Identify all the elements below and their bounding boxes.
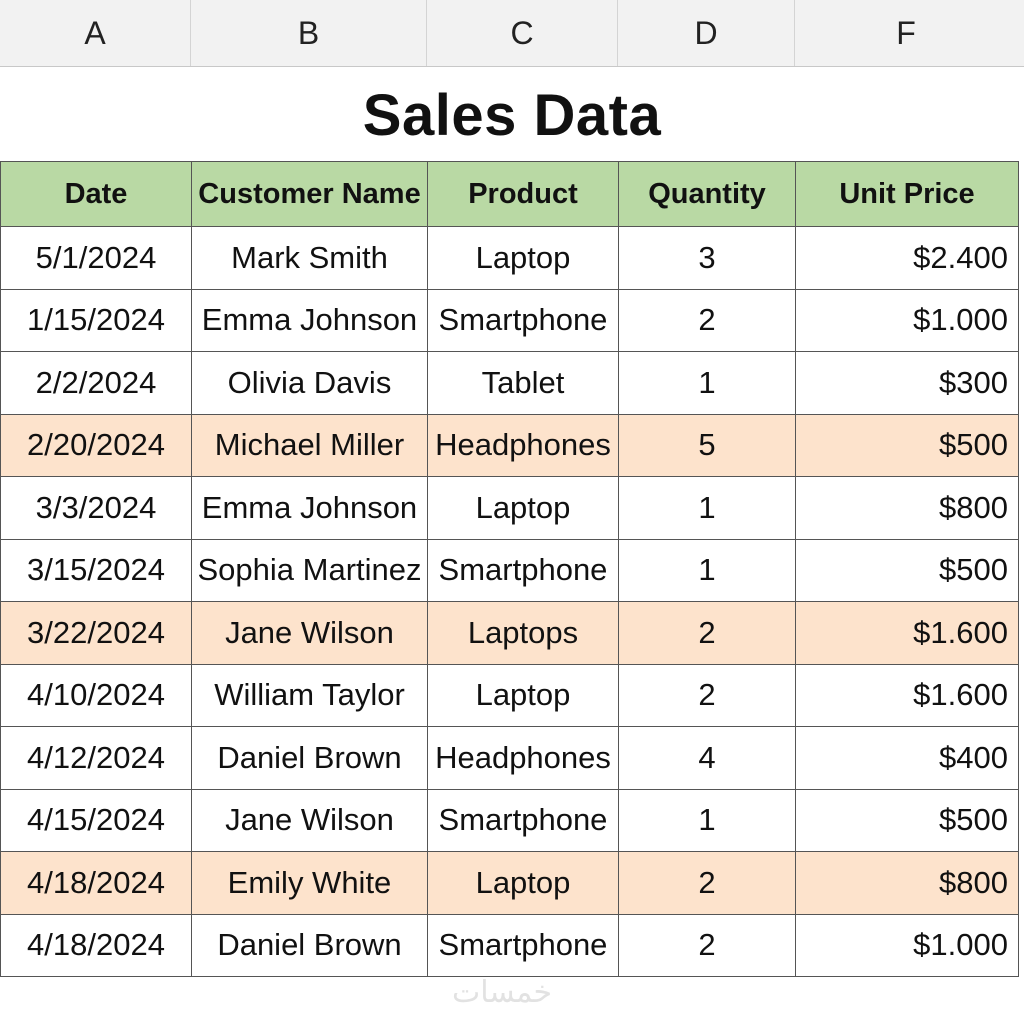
customer-name-cell[interactable]: William Taylor (191, 663, 428, 727)
sheet-title[interactable]: Sales Data (362, 82, 662, 148)
column-header-f[interactable]: F (896, 14, 916, 51)
column-header-c[interactable]: C (427, 0, 618, 66)
date-cell[interactable]: 3/3/2024 (0, 476, 192, 540)
table-row: 4/18/2024 Daniel Brown Smartphone 2 $1.000 (0, 913, 1019, 977)
date-cell[interactable]: 4/10/2024 (0, 663, 192, 727)
column-header-bar: A B C D F (0, 0, 1024, 67)
product-cell[interactable]: Smartphone (427, 538, 619, 602)
date-cell[interactable]: 5/1/2024 (0, 226, 192, 290)
header-cell-unit-price[interactable]: Unit Price (795, 161, 1019, 227)
unit-price-cell[interactable]: $300 (795, 351, 1019, 415)
quantity-cell[interactable]: 2 (618, 663, 796, 727)
quantity-cell[interactable]: 2 (618, 601, 796, 665)
date-cell[interactable]: 4/15/2024 (0, 788, 192, 852)
unit-price-cell[interactable]: $2.400 (795, 226, 1019, 290)
product-cell[interactable]: Headphones (427, 726, 619, 790)
unit-price-cell[interactable]: $1.600 (795, 601, 1019, 665)
column-header-d[interactable]: D (618, 0, 795, 66)
customer-name-cell[interactable]: Emma Johnson (191, 476, 428, 540)
quantity-cell[interactable]: 3 (618, 226, 796, 290)
unit-price-cell[interactable]: $1.000 (795, 913, 1019, 977)
quantity-cell[interactable]: 5 (618, 413, 796, 477)
header-cell-quantity[interactable]: Quantity (618, 161, 796, 227)
table-row: 1/15/2024 Emma Johnson Smartphone 2 $1.000 (0, 288, 1019, 352)
table-row: 4/18/2024 Emily White Laptop 2 $800 (0, 851, 1019, 915)
customer-name-cell[interactable]: Daniel Brown (191, 913, 428, 977)
table-body: 5/1/2024 Mark Smith Laptop 3 $2.400 1/15/2024… (0, 226, 1019, 977)
header-cell-customer-name[interactable]: Customer Name (191, 161, 428, 227)
column-header-a[interactable]: A (0, 0, 191, 66)
quantity-cell[interactable]: 2 (618, 913, 796, 977)
date-cell[interactable]: 4/18/2024 (0, 913, 192, 977)
product-cell[interactable]: Headphones (427, 413, 619, 477)
unit-price-cell[interactable]: $800 (795, 476, 1019, 540)
quantity-cell[interactable]: 1 (618, 788, 796, 852)
customer-name-cell[interactable]: Olivia Davis (191, 351, 428, 415)
table-row: 3/3/2024 Emma Johnson Laptop 1 $800 (0, 476, 1019, 540)
quantity-cell[interactable]: 1 (618, 538, 796, 602)
table-row: 3/22/2024 Jane Wilson Laptops 2 $1.600 (0, 601, 1019, 665)
product-cell[interactable]: Smartphone (427, 288, 619, 352)
quantity-cell[interactable]: 1 (618, 476, 796, 540)
table-row: 4/15/2024 Jane Wilson Smartphone 1 $500 (0, 788, 1019, 852)
product-cell[interactable]: Laptop (427, 226, 619, 290)
table-row: 2/2/2024 Olivia Davis Tablet 1 $300 (0, 351, 1019, 415)
date-cell[interactable]: 3/15/2024 (0, 538, 192, 602)
customer-name-cell[interactable]: Sophia Martinez (191, 538, 428, 602)
watermark: خمسات (452, 975, 553, 1010)
product-cell[interactable]: Laptops (427, 601, 619, 665)
product-cell[interactable]: Smartphone (427, 913, 619, 977)
unit-price-cell[interactable]: $500 (795, 538, 1019, 602)
quantity-cell[interactable]: 2 (618, 851, 796, 915)
product-cell[interactable]: Laptop (427, 476, 619, 540)
date-cell[interactable]: 4/12/2024 (0, 726, 192, 790)
customer-name-cell[interactable]: Daniel Brown (191, 726, 428, 790)
unit-price-cell[interactable]: $400 (795, 726, 1019, 790)
quantity-cell[interactable]: 2 (618, 288, 796, 352)
unit-price-cell[interactable]: $500 (795, 788, 1019, 852)
product-cell[interactable]: Tablet (427, 351, 619, 415)
customer-name-cell[interactable]: Mark Smith (191, 226, 428, 290)
customer-name-cell[interactable]: Jane Wilson (191, 788, 428, 852)
column-header-b[interactable]: B (191, 0, 427, 66)
product-cell[interactable]: Smartphone (427, 788, 619, 852)
product-cell[interactable]: Laptop (427, 851, 619, 915)
table-row: 5/1/2024 Mark Smith Laptop 3 $2.400 (0, 226, 1019, 290)
header-cell-date[interactable]: Date (0, 161, 192, 227)
table-row: 2/20/2024 Michael Miller Headphones 5 $500 (0, 413, 1019, 477)
date-cell[interactable]: 4/18/2024 (0, 851, 192, 915)
unit-price-cell[interactable]: $1.600 (795, 663, 1019, 727)
table-row: 4/10/2024 William Taylor Laptop 2 $1.600 (0, 663, 1019, 727)
quantity-cell[interactable]: 1 (618, 351, 796, 415)
product-cell[interactable]: Laptop (427, 663, 619, 727)
date-cell[interactable]: 2/20/2024 (0, 413, 192, 477)
unit-price-cell[interactable]: $500 (795, 413, 1019, 477)
customer-name-cell[interactable]: Jane Wilson (191, 601, 428, 665)
date-cell[interactable]: 2/2/2024 (0, 351, 192, 415)
customer-name-cell[interactable]: Emma Johnson (191, 288, 428, 352)
customer-name-cell[interactable]: Emily White (191, 851, 428, 915)
quantity-cell[interactable]: 4 (618, 726, 796, 790)
table-row: 3/15/2024 Sophia Martinez Smartphone 1 $500 (0, 538, 1019, 602)
date-cell[interactable]: 3/22/2024 (0, 601, 192, 665)
sales-table: Date Customer Name Product Quantity Unit… (0, 161, 1019, 977)
header-cell-product[interactable]: Product (427, 161, 619, 227)
table-header-row: Date Customer Name Product Quantity Unit… (0, 161, 1019, 227)
table-row: 4/12/2024 Daniel Brown Headphones 4 $400 (0, 726, 1019, 790)
customer-name-cell[interactable]: Michael Miller (191, 413, 428, 477)
unit-price-cell[interactable]: $800 (795, 851, 1019, 915)
date-cell[interactable]: 1/15/2024 (0, 288, 192, 352)
unit-price-cell[interactable]: $1.000 (795, 288, 1019, 352)
